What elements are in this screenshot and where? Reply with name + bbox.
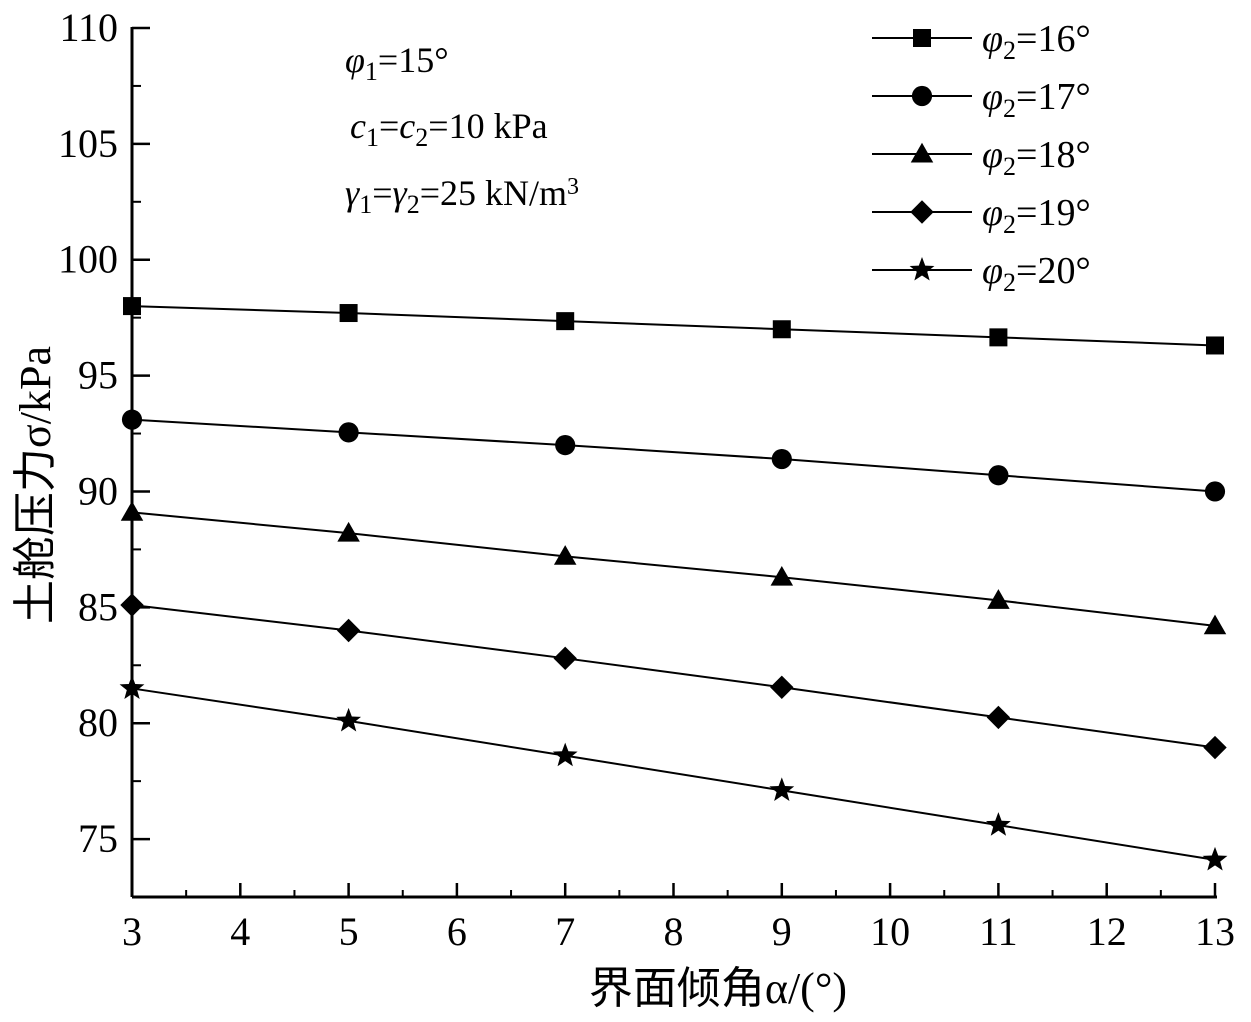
series-line — [131, 418, 1216, 493]
data-point-diamond — [770, 675, 794, 699]
x-tick-label: 8 — [664, 909, 684, 954]
series-4 — [120, 593, 1227, 760]
data-point-square — [123, 297, 141, 316]
plot-series — [119, 297, 1228, 871]
series-line — [131, 305, 1216, 347]
legend-label: φ2=16° — [982, 18, 1091, 65]
y-tick-label: 90 — [78, 468, 118, 513]
data-point-triangle — [987, 589, 1010, 609]
data-point-circle — [338, 422, 359, 443]
data-point-diamond — [120, 593, 144, 617]
data-point-diamond — [986, 705, 1011, 730]
series-2 — [121, 409, 1226, 502]
data-point-triangle — [337, 521, 360, 542]
y-tick-label: 105 — [58, 121, 118, 166]
x-tick-label: 5 — [339, 909, 359, 954]
data-point-square — [772, 320, 791, 339]
data-point-circle — [555, 435, 576, 456]
legend-label: φ2=20° — [982, 250, 1091, 297]
data-point-triangle — [553, 545, 577, 565]
data-point-star — [1202, 846, 1228, 871]
data-point-star — [552, 742, 578, 767]
data-point-circle — [1204, 481, 1226, 502]
x-axis-title: 界面倾角α/(°) — [589, 964, 847, 1013]
legend-label: φ2=19° — [982, 192, 1091, 239]
annotation-phi1-symbol: φ — [345, 40, 365, 80]
annotation-unit-weight: γ1=γ2=25 kN/m3 — [345, 173, 579, 219]
x-tick-label: 11 — [979, 909, 1018, 954]
data-point-triangle — [770, 565, 794, 586]
y-tick-label: 100 — [58, 237, 118, 282]
x-tick-label: 3 — [122, 909, 142, 954]
data-point-square — [556, 312, 575, 331]
legend-label: φ2=17° — [982, 76, 1091, 123]
data-point-diamond — [1203, 735, 1227, 760]
y-tick-label: 75 — [78, 816, 118, 861]
parameter-annotations: φ1=15° c1=c2=10 kPa γ1=γ2=25 kN/m3 — [345, 40, 579, 219]
legend-entry: φ2=19° — [872, 192, 1091, 239]
data-point-star — [336, 707, 362, 732]
annotation-phi1-value: =15° — [378, 40, 449, 80]
legend: φ2=16° φ2=17° φ2=18° φ2=19° φ2=20° — [872, 18, 1091, 297]
legend-label: φ2=18° — [982, 134, 1091, 181]
data-point-triangle — [120, 501, 144, 521]
legend-entry: φ2=18° — [872, 134, 1091, 181]
legend-entry: φ2=16° — [872, 18, 1091, 65]
series-5 — [119, 675, 1228, 871]
data-point-star — [769, 777, 795, 801]
annotation-cohesion: c1=c2=10 kPa — [350, 106, 548, 152]
y-tick-label: 110 — [59, 5, 118, 50]
legend-entry: φ2=20° — [872, 250, 1091, 297]
x-tick-label: 10 — [870, 909, 910, 954]
series-line — [131, 511, 1216, 627]
series-1 — [123, 297, 1224, 355]
data-point-star — [985, 812, 1011, 836]
data-point-square — [1206, 336, 1224, 355]
data-point-star — [119, 675, 145, 699]
y-axis-title: 土舱压力σ/kPa — [11, 346, 60, 624]
data-point-triangle — [1203, 614, 1227, 635]
y-tick-label: 95 — [78, 353, 118, 398]
data-point-diamond — [553, 646, 577, 671]
legend-entry: φ2=17° — [872, 76, 1091, 123]
x-tick-label: 6 — [447, 909, 467, 954]
series-line — [131, 604, 1216, 749]
legend-marker-triangle — [910, 142, 934, 163]
legend-marker-circle — [911, 85, 933, 107]
x-tick-label: 9 — [772, 909, 792, 954]
data-point-circle — [121, 409, 143, 430]
y-tick-label: 80 — [78, 700, 118, 745]
x-tick-label: 13 — [1195, 909, 1235, 954]
data-point-circle — [771, 448, 792, 470]
series-line — [131, 687, 1216, 861]
data-point-square — [989, 328, 1008, 347]
legend-marker-square — [913, 29, 931, 47]
axes: 3 4 5 6 7 8 9 10 11 12 13 75 80 85 90 95 100 105 110 — [58, 5, 1235, 954]
x-tick-label: 7 — [555, 909, 575, 954]
y-tick-label: 85 — [78, 584, 118, 629]
legend-marker-star — [909, 256, 935, 281]
series-3 — [120, 501, 1227, 635]
data-point-circle — [988, 465, 1009, 486]
annotation-phi1-sub: 1 — [365, 57, 378, 86]
annotation-phi1: φ1=15° — [345, 40, 449, 86]
data-point-diamond — [336, 618, 361, 643]
legend-marker-diamond — [910, 200, 934, 224]
x-tick-label: 12 — [1087, 909, 1127, 954]
x-tick-label: 4 — [230, 909, 250, 954]
data-point-square — [339, 304, 358, 323]
